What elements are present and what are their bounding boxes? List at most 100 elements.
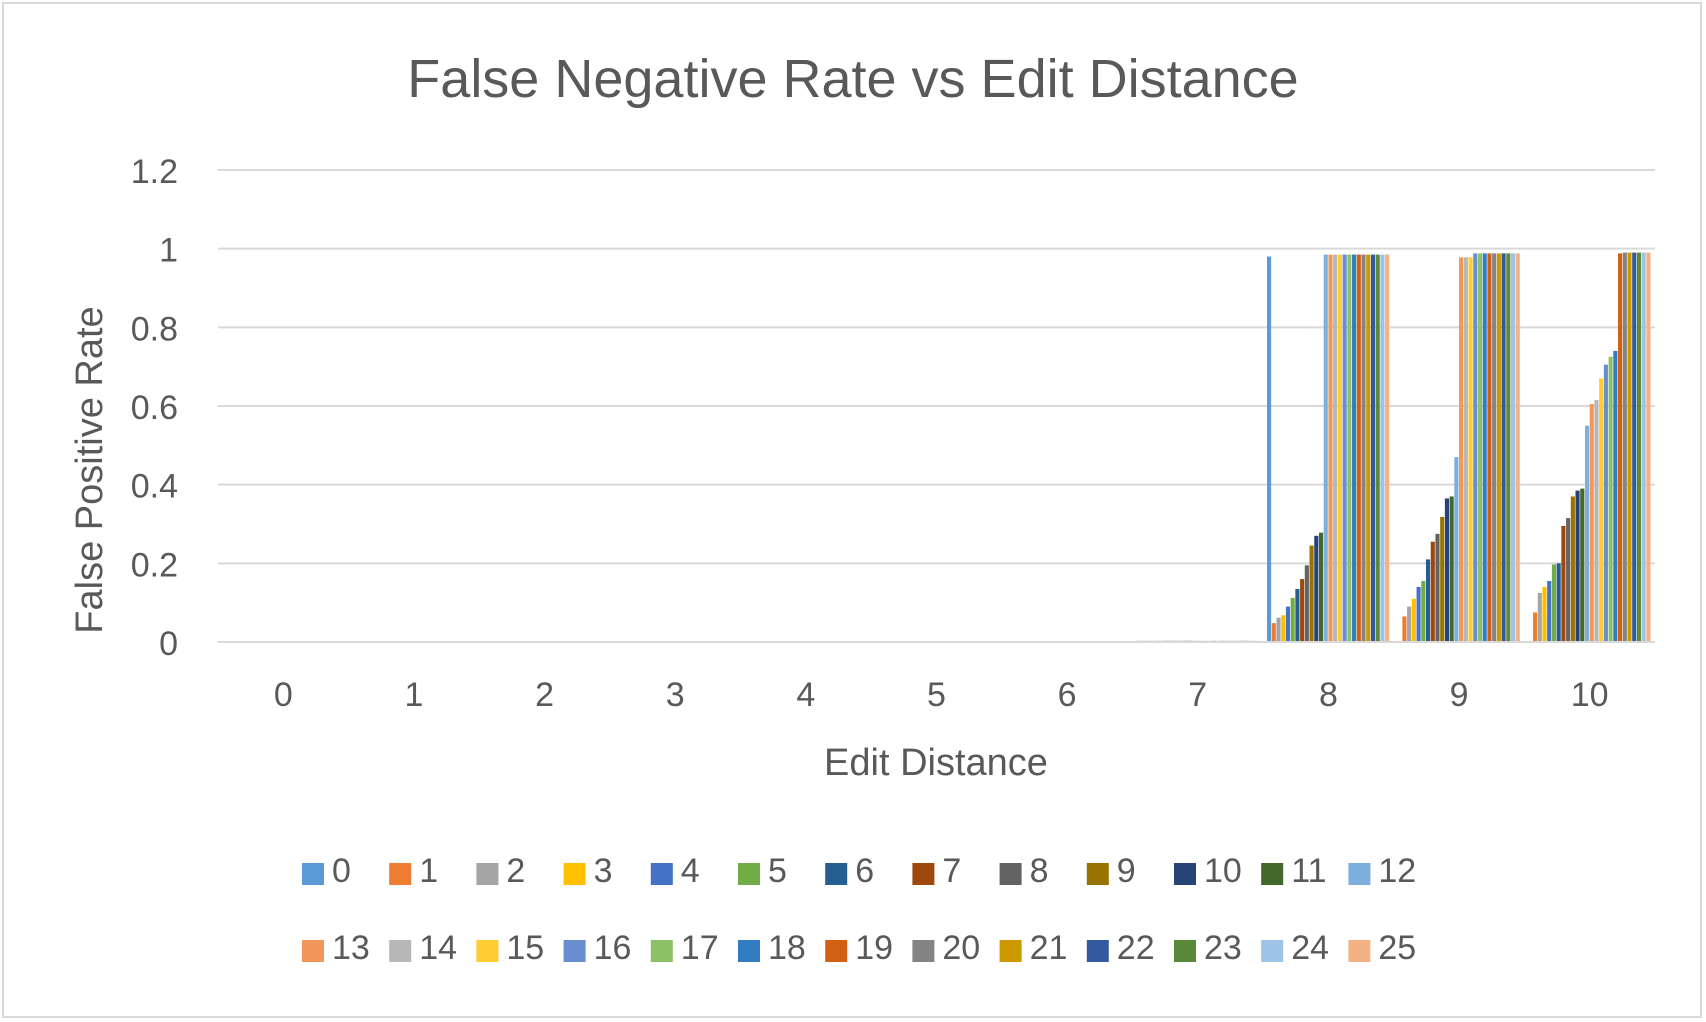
bar: [1281, 615, 1286, 642]
legend-label: 15: [506, 929, 544, 967]
bar: [1584, 425, 1590, 642]
bar: [1561, 525, 1566, 642]
bar: [1271, 623, 1276, 642]
bar: [1440, 516, 1445, 642]
legend-swatch: [999, 863, 1022, 885]
bar: [1421, 581, 1426, 642]
x-axis-ticks: 0 1 2 3 4 5 6 7 8 9 10: [274, 676, 1609, 714]
bar: [1444, 498, 1449, 642]
bar: [1622, 252, 1627, 642]
y-tick-label: 0.4: [131, 468, 178, 506]
x-tick-label: 2: [535, 676, 554, 714]
bar: [1468, 257, 1473, 642]
legend-swatch: [1348, 940, 1371, 962]
bar: [1276, 617, 1281, 642]
bar: [1501, 253, 1506, 642]
x-tick-label: 7: [1188, 676, 1207, 714]
bar: [1506, 253, 1511, 642]
x-tick-label: 6: [1058, 676, 1077, 714]
legend-label: 3: [594, 852, 613, 890]
gridlines: [218, 169, 1655, 565]
bar: [1347, 254, 1352, 642]
legend-label: 21: [1030, 929, 1068, 967]
bar: [1566, 518, 1571, 642]
legend-label: 24: [1291, 929, 1329, 967]
bar: [1356, 254, 1361, 642]
bar: [1482, 253, 1487, 642]
bar: [1328, 254, 1333, 642]
bar: [1318, 532, 1324, 642]
legend-swatch: [1174, 863, 1196, 885]
legend-label: 10: [1204, 852, 1242, 890]
legend-swatch: [912, 940, 935, 962]
bar: [1295, 588, 1300, 642]
bar: [1487, 253, 1492, 642]
bar: [1304, 565, 1309, 642]
bar: [1603, 364, 1608, 642]
bar: [1333, 254, 1338, 642]
bar: [1425, 559, 1431, 642]
bar: [1533, 612, 1538, 642]
legend-swatch: [476, 863, 499, 885]
bar: [1570, 496, 1575, 642]
bar: [1385, 254, 1390, 642]
bar: [1636, 252, 1642, 642]
bar: [1473, 253, 1478, 642]
x-tick-label: 1: [404, 676, 423, 714]
bar: [1463, 257, 1468, 642]
bar: [1309, 545, 1314, 642]
bar: [1613, 350, 1618, 642]
legend-swatch: [738, 863, 760, 885]
bar: [1342, 254, 1347, 642]
bar: [1492, 253, 1497, 642]
x-tick-label: 0: [274, 676, 293, 714]
bar: [1416, 586, 1421, 642]
legend-swatch: [1086, 940, 1109, 962]
legend-label: 19: [855, 929, 893, 967]
legend-label: 9: [1117, 852, 1136, 890]
legend-label: 22: [1117, 929, 1155, 967]
legend-label: 6: [855, 852, 874, 890]
x-tick-label: 5: [927, 676, 946, 714]
legend-swatch: [825, 940, 848, 962]
legend-label: 18: [768, 929, 806, 967]
legend-label: 20: [942, 929, 980, 967]
legend-swatch: [563, 940, 586, 962]
legend-swatch: [912, 863, 935, 885]
y-tick-label: 0.8: [131, 310, 178, 348]
bar: [1459, 257, 1464, 642]
bar: [1551, 564, 1557, 642]
legend-label: 0: [332, 852, 351, 890]
bar: [1575, 490, 1580, 642]
bar: [1300, 579, 1305, 642]
legend-label: 8: [1030, 852, 1049, 890]
bar: [1627, 252, 1632, 642]
y-axis-label: False Positive Rate: [69, 306, 111, 633]
legend-swatch: [389, 863, 412, 885]
legend-label: 13: [332, 929, 370, 967]
bar: [1370, 254, 1376, 642]
legend-swatch: [1261, 940, 1284, 962]
bar: [1411, 598, 1416, 642]
legend-label: 4: [681, 852, 700, 890]
bar: [1594, 400, 1599, 642]
bar: [1496, 253, 1501, 642]
legend-swatch: [650, 940, 673, 962]
bar: [1632, 252, 1637, 642]
legend-swatch: [476, 940, 499, 962]
y-tick-label: 0.6: [131, 389, 178, 427]
legend-swatch: [1086, 863, 1109, 885]
bars: [1005, 252, 1651, 642]
bar: [1267, 256, 1272, 642]
bar: [1454, 457, 1459, 642]
y-tick-label: 1.2: [131, 153, 178, 191]
bar: [1608, 356, 1613, 642]
x-tick-label: 4: [796, 676, 815, 714]
bar: [1314, 535, 1319, 642]
bar: [1352, 254, 1357, 642]
bar: [1641, 252, 1646, 642]
bar: [1537, 592, 1542, 642]
bar: [1646, 252, 1651, 642]
